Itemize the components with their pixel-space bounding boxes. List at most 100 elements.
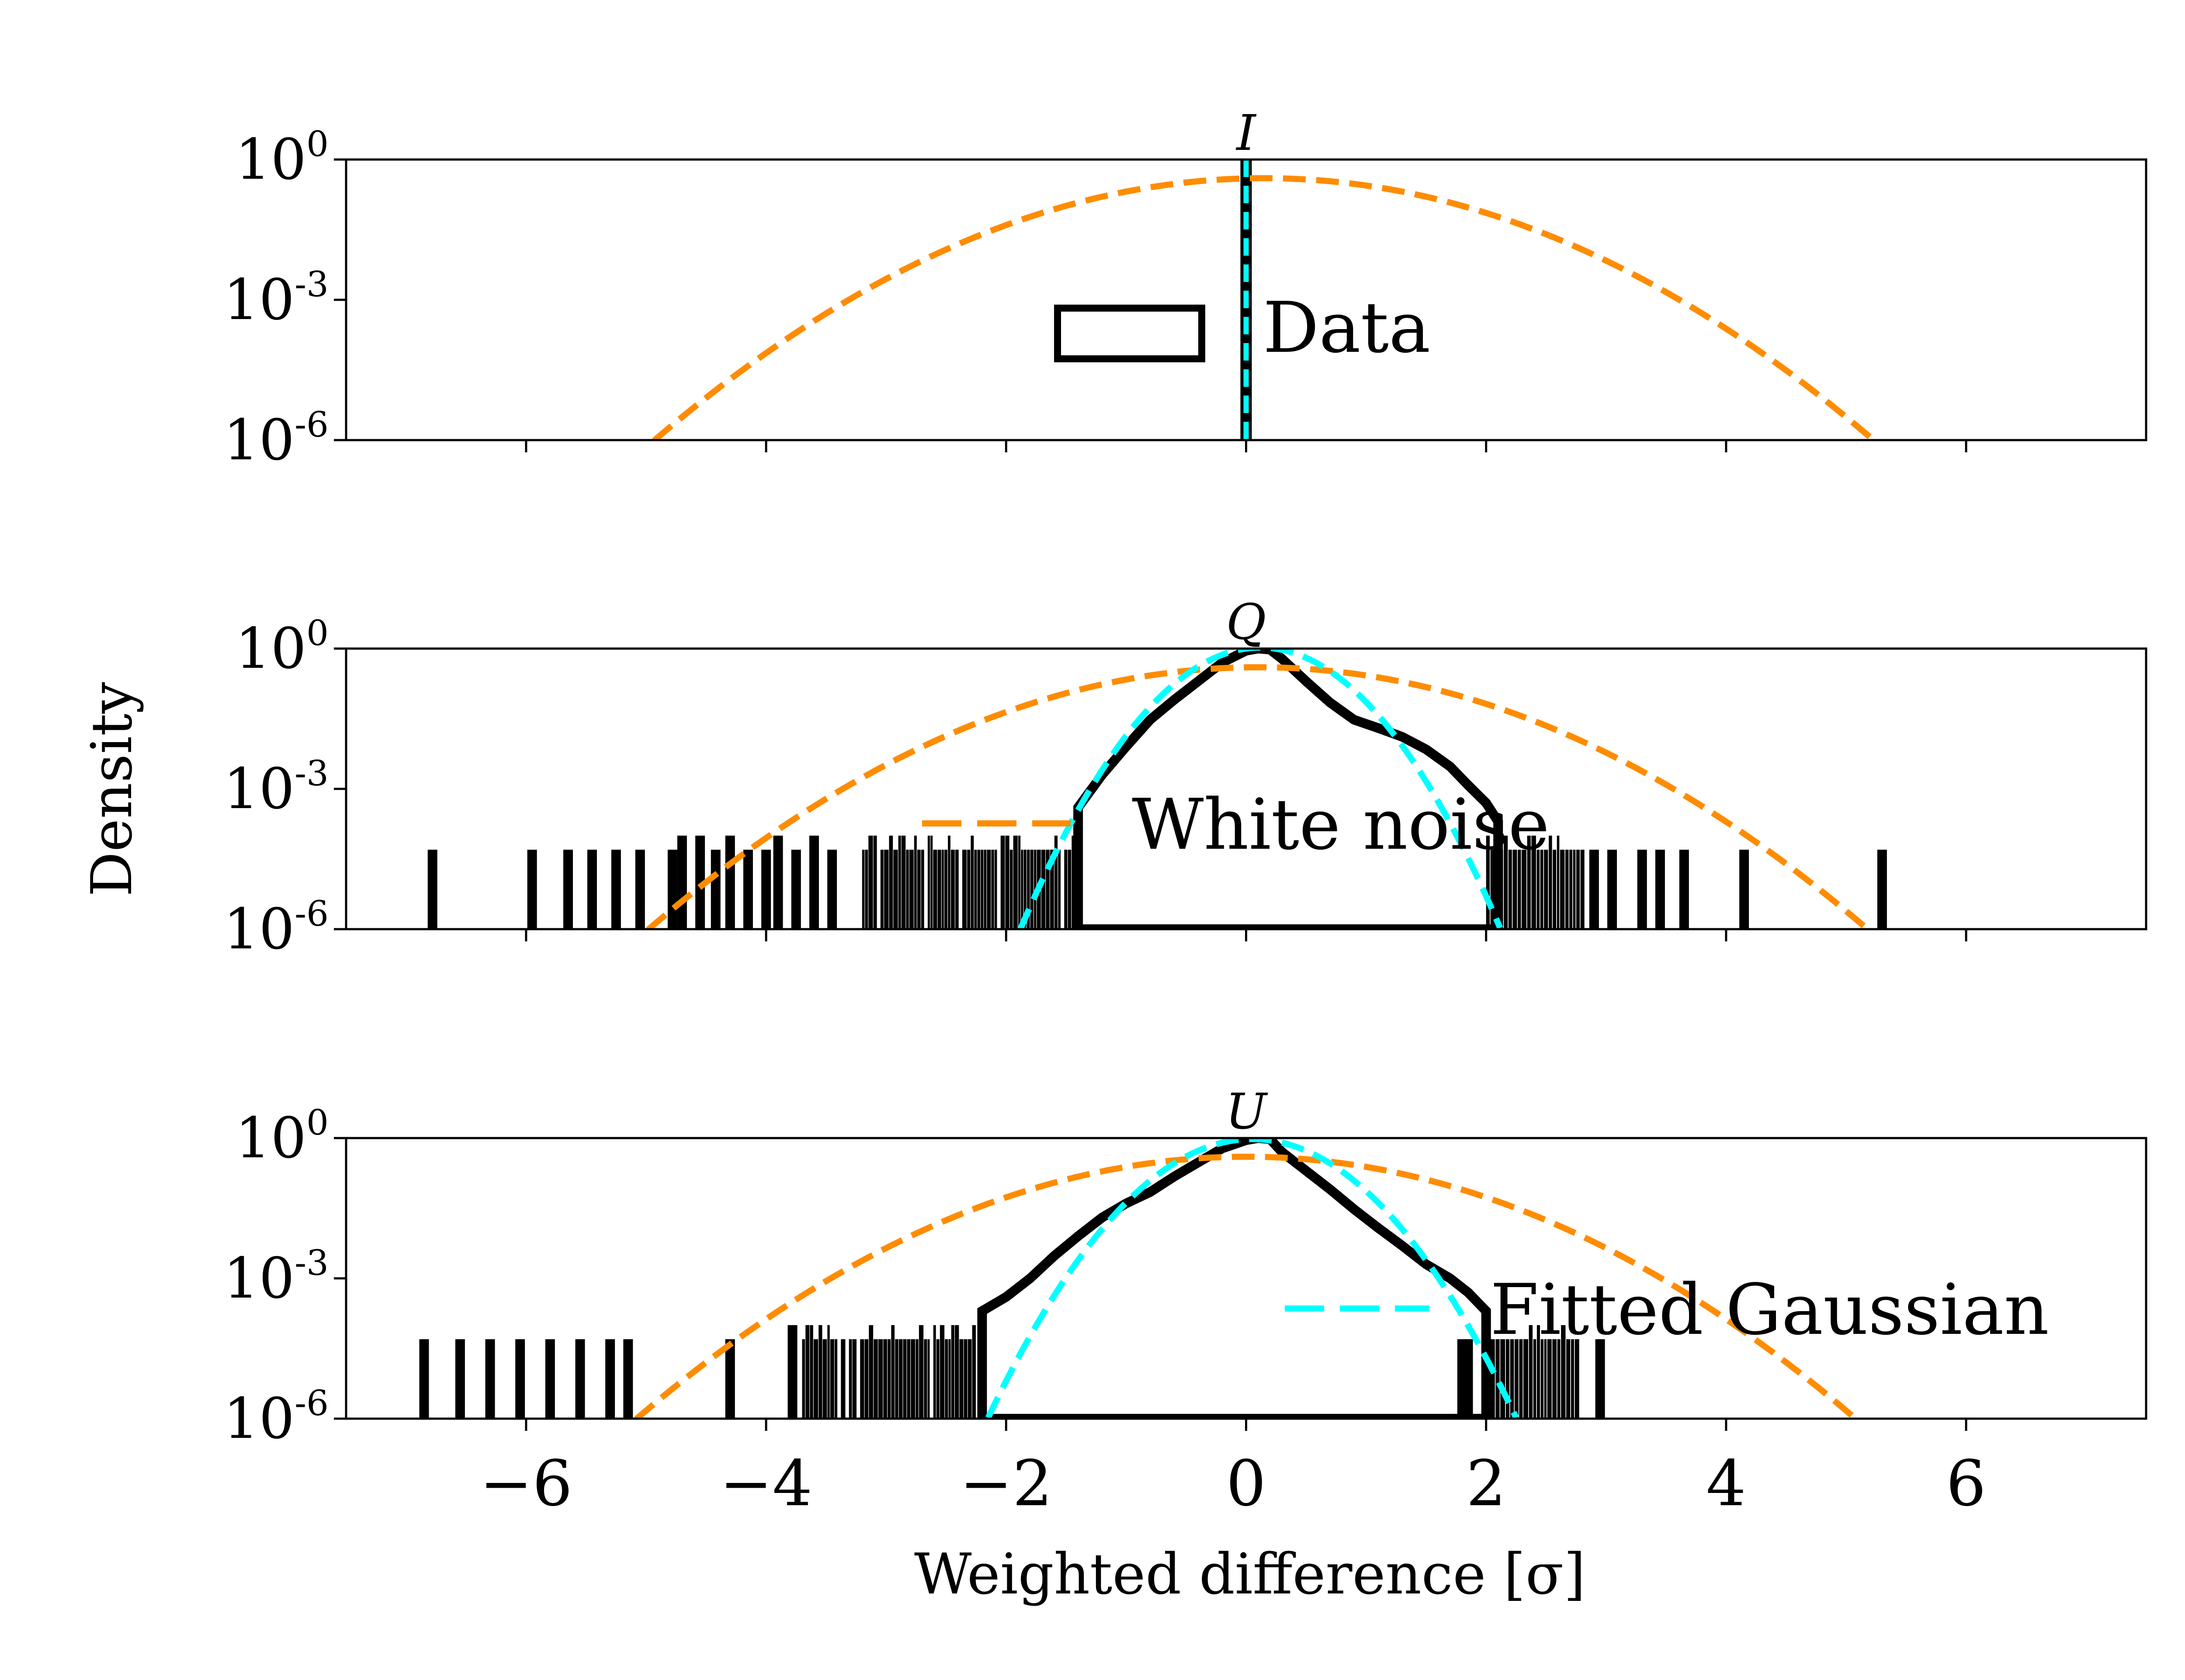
histogram-bar — [1463, 1339, 1473, 1419]
histogram-core — [977, 1138, 1491, 1419]
histogram-bar — [1522, 850, 1526, 929]
histogram-bar — [977, 850, 981, 929]
histogram-bar — [1527, 836, 1531, 929]
histogram-bar — [1877, 850, 1887, 929]
histogram-bar — [1023, 850, 1027, 929]
white-noise-curve — [634, 1153, 1858, 1419]
legend-white-noise-label: White noise — [1132, 784, 1550, 865]
histogram-bar — [987, 850, 991, 929]
y-tick-label: 10-3 — [223, 1243, 329, 1311]
histogram-bar — [933, 850, 937, 929]
panel-I: I 100 10-3 10-6 — [223, 105, 2147, 473]
histogram-bar — [1565, 850, 1569, 929]
histogram-bar — [1518, 850, 1521, 929]
histogram-bar — [921, 850, 924, 929]
histogram-bar — [667, 850, 677, 929]
histogram-bar — [950, 850, 955, 929]
histogram-bar — [948, 836, 950, 929]
histogram-bar — [810, 1325, 813, 1419]
histogram-bar — [677, 836, 687, 929]
histogram-bar — [1549, 836, 1552, 929]
histogram-bar — [1580, 850, 1585, 929]
histogram-bar — [1508, 850, 1512, 929]
histogram-bar — [1009, 850, 1013, 929]
histogram-bar — [1637, 850, 1647, 929]
histogram-bar — [1679, 850, 1689, 929]
histogram-bar — [948, 1339, 951, 1419]
histogram-bar — [563, 850, 573, 929]
histogram-bar — [873, 836, 877, 929]
histogram-bar — [852, 1339, 857, 1419]
histogram-bar — [1068, 850, 1072, 929]
histogram-bar — [1560, 850, 1565, 929]
histogram-bar — [1557, 1339, 1561, 1419]
histogram-bar — [1536, 1325, 1540, 1419]
histogram-bar — [725, 1339, 735, 1419]
histogram-bar — [944, 850, 947, 929]
x-tick-label: −4 — [720, 1447, 812, 1520]
x-axis-label: Weighted difference [σ] — [914, 1542, 1585, 1607]
histogram-bar — [791, 850, 801, 929]
histogram-bar — [906, 850, 909, 929]
legend: Data White noise Fitted Gaussian — [922, 287, 2049, 1350]
y-tick-label: 100 — [235, 1102, 329, 1171]
histogram-bar — [1575, 1339, 1579, 1419]
y-tick-label: 100 — [235, 613, 329, 681]
histogram-bar — [919, 1325, 924, 1419]
histogram-bar — [1540, 850, 1543, 929]
histogram-bar — [971, 836, 974, 929]
histogram-bar — [1573, 850, 1576, 929]
histogram-bar — [1655, 850, 1665, 929]
histogram-bar — [822, 1339, 827, 1419]
histogram-bar — [917, 850, 921, 929]
histogram-bar — [1529, 1325, 1533, 1419]
histogram-bar — [927, 1339, 930, 1419]
histogram-bar — [611, 850, 621, 929]
histogram-bar — [1000, 836, 1005, 929]
histogram-bar — [916, 1339, 919, 1419]
histogram-bar — [802, 1339, 805, 1419]
histogram-bar — [1504, 836, 1508, 929]
histogram-bar — [962, 850, 967, 929]
histogram-bar — [1589, 850, 1599, 929]
white-noise-curve — [652, 175, 1876, 440]
histogram-bar — [1495, 1339, 1500, 1419]
histogram-bar — [1561, 1325, 1566, 1419]
histogram-bar — [1523, 1339, 1528, 1419]
histogram-bar — [874, 1339, 878, 1419]
legend-data-swatch — [1054, 305, 1205, 362]
histogram-bar — [936, 1339, 940, 1419]
histogram-bar — [1512, 850, 1517, 929]
histogram-bar — [1552, 1339, 1557, 1419]
histogram-bar — [930, 836, 933, 929]
histogram-bar — [575, 1339, 585, 1419]
histogram-bar — [868, 836, 873, 929]
histogram-bar — [994, 850, 997, 929]
histogram-bar — [927, 836, 930, 929]
histogram-bar — [1540, 1339, 1543, 1419]
histogram-bar — [1021, 850, 1023, 929]
panel-U: U 100 10-3 10-6 −6 −4 −2 0 2 4 6 — [223, 1083, 2147, 1520]
histogram-bar — [1510, 1339, 1514, 1419]
y-tick-label: 10-6 — [223, 404, 329, 473]
histogram-bar — [909, 850, 914, 929]
panel-Q: Q 100 10-3 10-6 — [223, 594, 2147, 962]
histogram-bar — [743, 850, 753, 929]
y-tick-label: 10-6 — [223, 893, 329, 962]
histogram-bar — [933, 1325, 936, 1419]
histogram-bar — [898, 836, 901, 929]
histogram-bar — [419, 1339, 429, 1419]
histogram-bar — [884, 850, 889, 929]
histogram-bar — [1013, 836, 1018, 929]
histogram-bar — [1536, 850, 1540, 929]
histogram-bar — [1005, 836, 1009, 929]
histogram-bar — [1544, 850, 1548, 929]
panel-title: U — [1225, 1083, 1268, 1140]
histogram-bar — [883, 1339, 888, 1419]
histogram-bar — [819, 1325, 822, 1419]
x-tick-label: 2 — [1466, 1447, 1506, 1520]
histogram-bar — [1739, 850, 1749, 929]
histogram-bar — [901, 836, 906, 929]
histogram-bar — [895, 1339, 898, 1419]
